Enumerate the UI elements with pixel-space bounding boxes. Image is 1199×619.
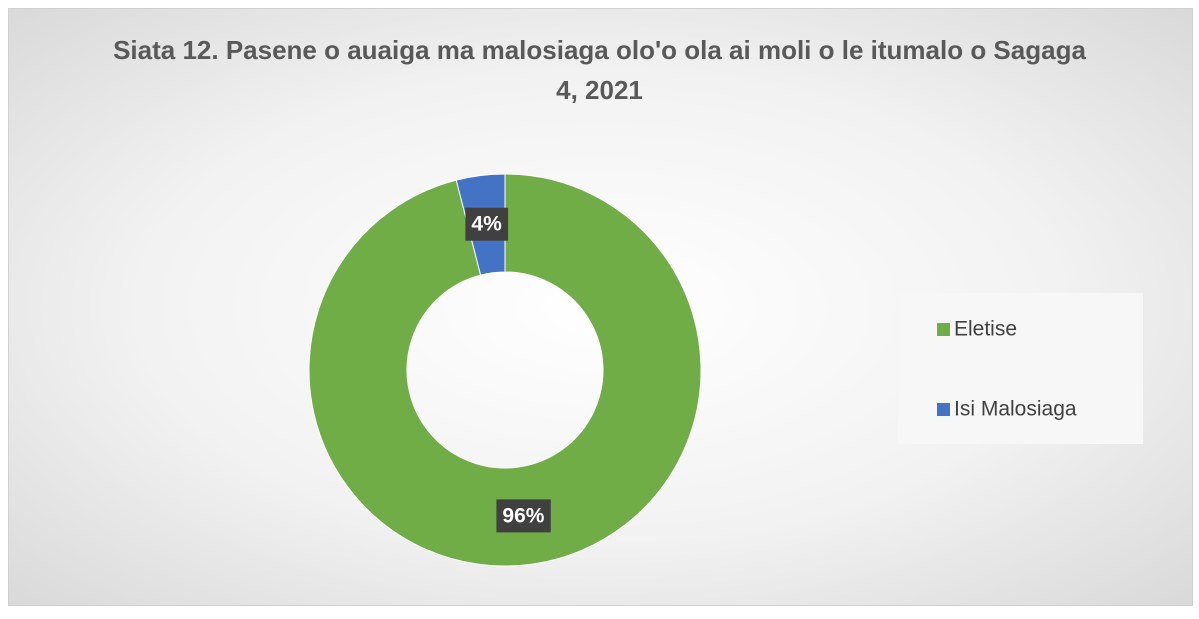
data-label-box	[465, 207, 509, 241]
chart-title: Siata 12. Pasene o auaiga ma malosiaga o…	[113, 35, 1086, 105]
donut-slice	[308, 173, 702, 567]
legend-label: Eletise	[954, 318, 1017, 341]
legend-box	[898, 293, 1143, 444]
data-label-box	[496, 499, 551, 533]
legend-swatch	[937, 323, 950, 336]
legend-swatch	[937, 403, 950, 416]
data-label: 96%	[502, 504, 544, 527]
legend-label: Isi Malosiaga	[954, 398, 1077, 421]
data-label: 4%	[471, 213, 502, 236]
